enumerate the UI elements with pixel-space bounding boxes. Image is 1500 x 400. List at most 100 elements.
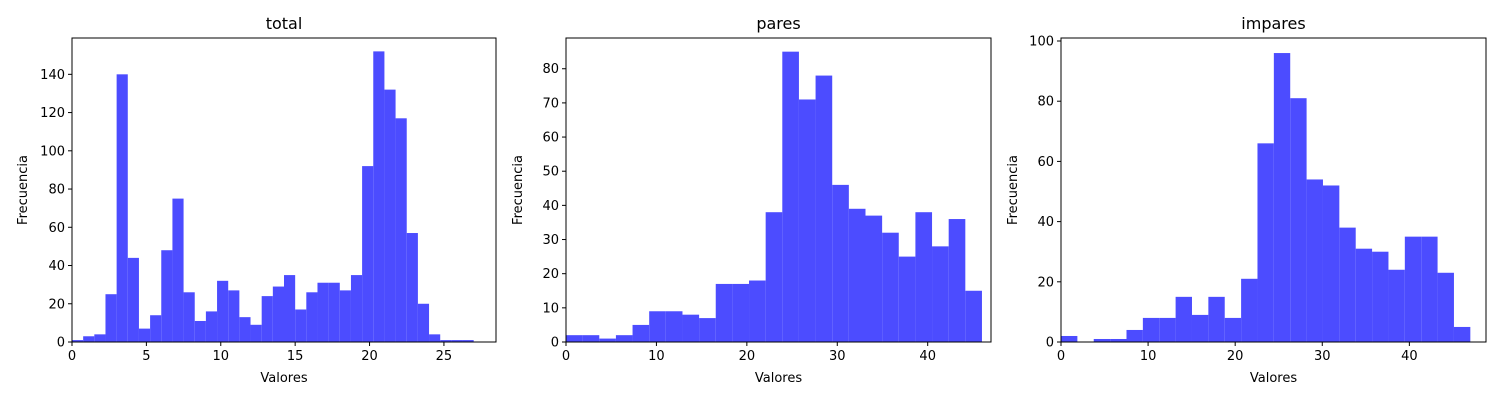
histogram-bar <box>1224 317 1242 342</box>
histogram-bar <box>632 324 650 342</box>
x-axis-label: Valores <box>1250 371 1297 386</box>
histogram-bar <box>566 335 583 342</box>
histogram-bar <box>384 89 396 342</box>
histogram-bar <box>1339 227 1356 342</box>
histogram-total: 0 5 10 15 20 25 0 20 40 60 80 100 120 140 total Valores… <box>16 14 497 386</box>
histogram-bar <box>615 335 633 342</box>
histogram-bar <box>1421 236 1438 342</box>
histogram-bar <box>250 324 262 342</box>
histogram-impares: 0 10 20 30 40 0 20 40 60 80 100 impares Valores Frecu… <box>1006 14 1487 386</box>
histogram-bar <box>1208 296 1225 342</box>
panel-total: 0 5 10 15 20 25 0 20 40 60 80 100 120 140 total Valores… <box>0 0 505 400</box>
bars <box>1061 53 1471 343</box>
y-tick-label: 140 <box>40 68 65 83</box>
x-tick-label: 30 <box>829 349 846 364</box>
histogram-bar <box>1437 272 1454 342</box>
y-tick-label: 80 <box>48 183 65 198</box>
x-tick-label: 10 <box>648 349 665 364</box>
histogram-bar <box>882 232 899 342</box>
histogram-bar <box>1061 335 1078 342</box>
histogram-bar <box>272 286 284 342</box>
x-tick-label: 25 <box>436 349 453 364</box>
y-axis-label: Frecuencia <box>1006 155 1021 225</box>
y-tick-label: 100 <box>40 144 65 159</box>
histogram-bar <box>1388 269 1405 342</box>
x-tick-label: 20 <box>739 349 756 364</box>
histogram-bar <box>1306 179 1323 342</box>
histogram-bar <box>350 275 363 342</box>
histogram-bar <box>228 290 240 342</box>
histogram-bar <box>782 51 799 342</box>
x-tick-label: 40 <box>1401 349 1418 364</box>
histogram-bar <box>1142 317 1160 342</box>
y-tick-label: 30 <box>542 233 559 248</box>
x-tick-label: 20 <box>1227 349 1244 364</box>
x-tick-label: 5 <box>142 349 150 364</box>
y-tick-label: 120 <box>40 106 65 121</box>
histogram-bar <box>948 219 966 342</box>
histogram-bar <box>832 184 849 342</box>
y-tick-label: 80 <box>542 62 559 77</box>
histogram-bar <box>1453 326 1471 342</box>
histogram-bar <box>1110 338 1127 342</box>
chart-title: impares <box>1241 14 1305 33</box>
histogram-bar <box>749 280 766 342</box>
histogram-bar <box>715 283 733 342</box>
histogram-bar <box>395 118 407 343</box>
y-tick-label: 0 <box>1046 336 1054 351</box>
histogram-bar <box>138 328 151 342</box>
y-tick-label: 10 <box>542 301 559 316</box>
histogram-bar <box>1241 278 1258 342</box>
histogram-bar <box>1159 317 1176 342</box>
y-tick-label: 50 <box>542 165 559 180</box>
plot-frame <box>71 37 497 343</box>
histogram-bar <box>328 282 340 342</box>
histogram-bar <box>1290 98 1307 342</box>
y-tick-label: 60 <box>48 221 65 236</box>
histogram-bar <box>682 314 700 342</box>
histogram-bar <box>915 212 933 342</box>
histogram-bar <box>665 311 683 342</box>
x-tick-label: 10 <box>1140 349 1157 364</box>
histogram-bar <box>306 292 318 342</box>
histogram-bar <box>105 294 117 342</box>
histogram-bar <box>1093 338 1111 342</box>
x-tick-label: 0 <box>68 349 76 364</box>
histogram-bar <box>440 340 452 342</box>
y-tick-label: 40 <box>48 259 65 274</box>
histogram-bar <box>649 311 666 342</box>
histogram-bar <box>183 292 195 342</box>
histogram-bar <box>295 309 307 342</box>
histogram-bar <box>127 257 139 342</box>
x-tick-label: 0 <box>562 349 570 364</box>
histogram-bar <box>965 290 982 342</box>
histogram-bar <box>172 198 184 342</box>
histogram-bar <box>116 74 128 343</box>
histogram-bar <box>898 256 916 342</box>
histogram-pares: 0 10 20 30 40 0 10 20 30 40 50 60 70 80 pares Valores Fr… <box>511 14 992 386</box>
histogram-bar <box>150 315 162 342</box>
x-tick-label: 10 <box>212 349 229 364</box>
histogram-bar <box>284 275 296 342</box>
histogram-bar <box>217 280 229 342</box>
histogram-bar <box>72 340 84 342</box>
histogram-bar <box>1355 248 1373 342</box>
histogram-bar <box>1404 236 1422 342</box>
histogram-bar <box>1257 143 1274 342</box>
chart-title: pares <box>756 14 800 33</box>
histogram-bar <box>406 233 418 342</box>
histogram-bar <box>1126 329 1143 342</box>
y-tick-label: 60 <box>1037 155 1054 170</box>
histogram-bar <box>429 334 441 342</box>
x-tick-label: 15 <box>287 349 304 364</box>
histogram-bar <box>317 282 329 342</box>
y-axis-label: Frecuencia <box>511 155 526 225</box>
y-tick-label: 0 <box>57 336 65 351</box>
y-tick-label: 40 <box>542 199 559 214</box>
x-tick-label: 0 <box>1057 349 1065 364</box>
histogram-bar <box>848 208 866 342</box>
x-tick-label: 20 <box>361 349 378 364</box>
x-axis-label: Valores <box>755 371 802 386</box>
histogram-bar <box>362 166 374 342</box>
